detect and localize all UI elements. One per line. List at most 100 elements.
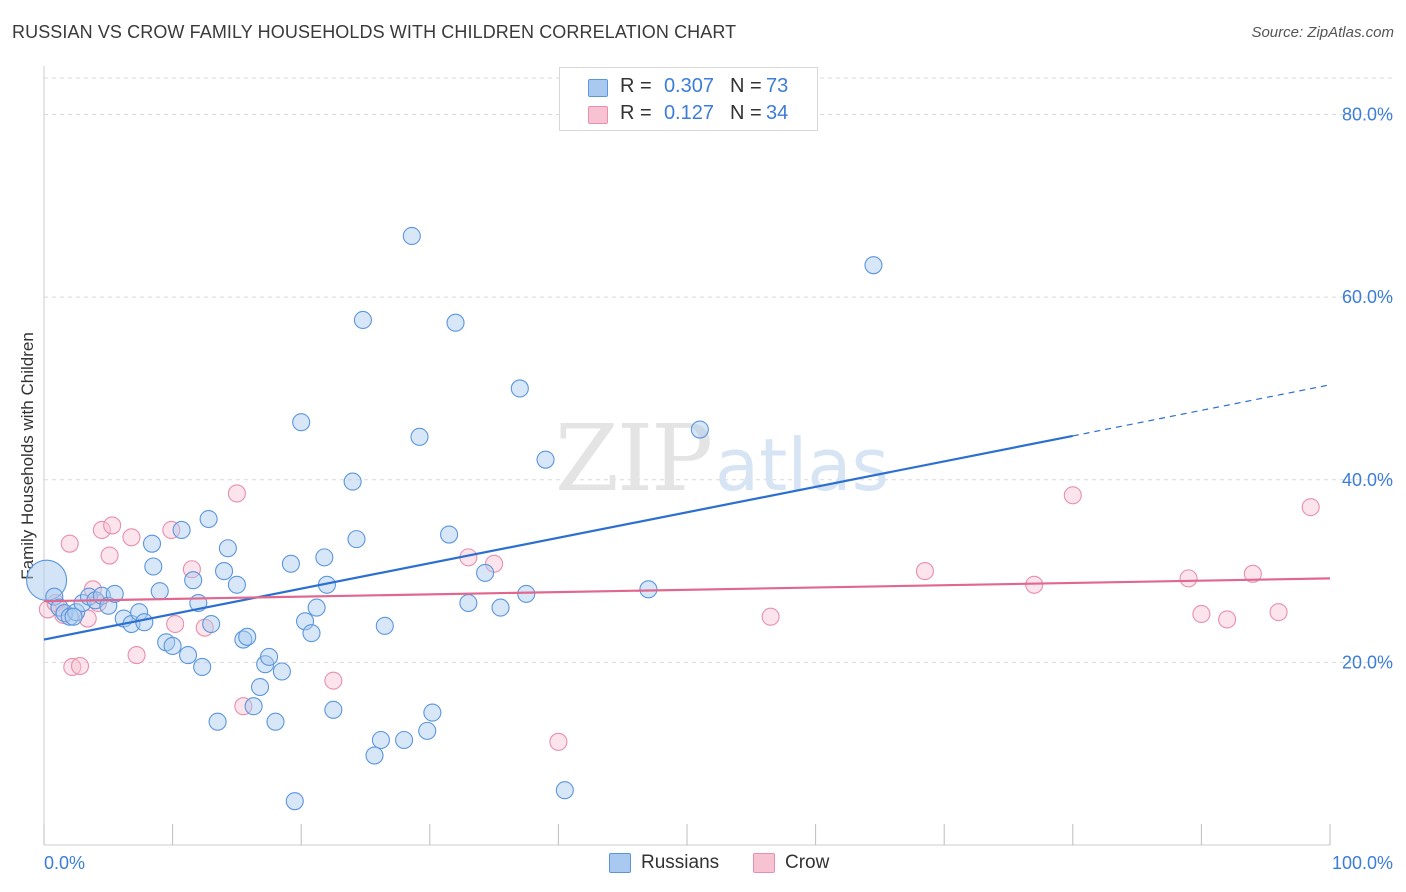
russian-point [227, 575, 246, 594]
russian-point [353, 310, 372, 330]
x-tick-label: 100.0% [1332, 853, 1393, 873]
russian-point [555, 781, 574, 800]
russians-legend-label: Russians [641, 852, 720, 873]
source-credit: Source: ZipAtlas.com [1251, 24, 1394, 41]
russian-point [440, 525, 459, 544]
russian-point [491, 598, 510, 617]
russian-point [347, 530, 366, 549]
russian-point [418, 721, 437, 740]
crow-point [1301, 498, 1320, 517]
r-value: 0.127 [663, 102, 714, 124]
russian-point [244, 697, 263, 716]
crow-point [122, 528, 141, 547]
watermark-zip: ZIP [555, 405, 711, 512]
russian-point [218, 539, 237, 558]
crow-point [227, 484, 246, 503]
r-label: R = [620, 102, 652, 124]
russians-trend-line [43, 434, 1074, 641]
crow-point [549, 732, 568, 751]
russian-point [150, 582, 169, 601]
russian-point [281, 554, 300, 573]
russian-point [285, 792, 304, 811]
russian-point [446, 313, 465, 332]
russian-point [296, 612, 315, 631]
crow-point [127, 646, 146, 665]
crow-point [1192, 604, 1211, 624]
russian-point [266, 712, 285, 731]
russian-point [60, 607, 79, 626]
russian-point [142, 534, 162, 553]
r-label: R = [620, 75, 652, 97]
crow-point [1243, 564, 1262, 583]
correlation-legend: R = 0.307 N = 73 R = 0.127 N = 34 [559, 67, 818, 131]
russian-point [105, 584, 124, 603]
chart-title: RUSSIAN VS CROW FAMILY HOUSEHOLDS WITH C… [12, 22, 737, 42]
russian-point [259, 647, 279, 666]
watermark: ZIP atlas [555, 405, 889, 512]
crow-points [38, 484, 1320, 751]
russian-point [690, 420, 709, 439]
crow-point [63, 657, 82, 676]
russian-point [375, 616, 394, 635]
n-label: N = [730, 75, 762, 97]
crow-point [761, 607, 780, 626]
y-tick-label: 40.0% [1342, 470, 1393, 490]
russian-point [371, 730, 390, 750]
russian-point [64, 607, 83, 626]
crow-point [162, 520, 181, 540]
russian-point [315, 548, 334, 567]
crow-point [1269, 603, 1288, 622]
n-value: 34 [766, 102, 789, 124]
crow-point [103, 516, 122, 535]
tick-labels: 20.0% 40.0% 60.0% 80.0% 0.0% 100.0% [44, 105, 1393, 873]
russian-point [476, 563, 495, 582]
crow-point [1179, 569, 1198, 588]
watermark-atlas: atlas [715, 423, 889, 507]
russian-point [292, 413, 311, 432]
crow-legend-swatch [753, 853, 775, 873]
x-tick-label: 0.0% [44, 853, 85, 873]
crow-legend-label: Crow [785, 852, 830, 873]
y-tick-label: 80.0% [1342, 105, 1393, 125]
y-tick-label: 20.0% [1342, 652, 1393, 672]
russian-point [402, 226, 421, 246]
russian-point [365, 746, 384, 765]
crow-point [324, 671, 343, 690]
crow-point [100, 546, 119, 565]
russian-points [26, 226, 883, 811]
russian-point [193, 657, 212, 676]
russian-point [510, 379, 529, 398]
russian-point [250, 677, 270, 697]
axis-layer [43, 66, 1331, 846]
trend-layer [43, 384, 1331, 641]
russian-point [135, 613, 154, 632]
r-value: 0.307 [663, 75, 714, 97]
crow-trend-line [43, 577, 1331, 603]
russian-point [214, 562, 234, 581]
russian-point [184, 571, 203, 590]
n-value: 73 [766, 75, 789, 97]
crow-point [234, 697, 253, 716]
crow-point [60, 534, 79, 553]
russian-point [343, 472, 362, 491]
russian-point [410, 427, 429, 446]
crow-point [915, 562, 934, 581]
crow-point [92, 520, 111, 540]
crow-point [1063, 486, 1082, 505]
y-tick-label: 60.0% [1342, 287, 1393, 307]
russians-legend-swatch [609, 853, 631, 873]
russian-point [163, 636, 182, 655]
russian-point [395, 730, 414, 750]
russian-point [50, 598, 69, 617]
crow-point [70, 656, 90, 676]
russian-point [459, 593, 478, 613]
russian-point [517, 584, 536, 603]
russian-point [144, 557, 163, 576]
russians-trend-extension [1072, 384, 1331, 437]
russian-point [178, 646, 198, 665]
russian-point [302, 624, 321, 643]
russian-point [172, 520, 191, 540]
russian-point [423, 703, 442, 722]
russian-point [208, 712, 227, 731]
